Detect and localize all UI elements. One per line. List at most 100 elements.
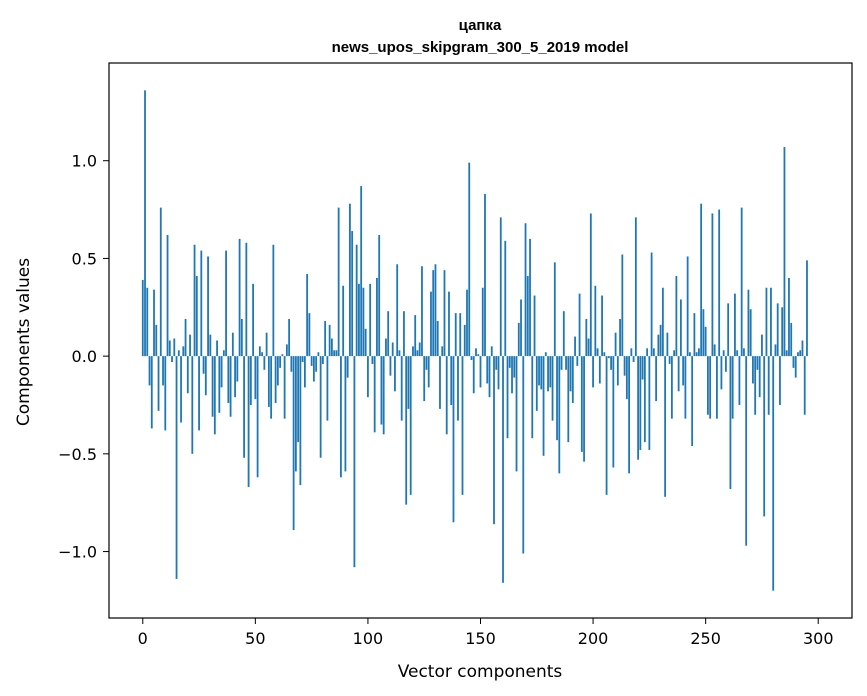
bar-component-212 bbox=[619, 319, 621, 357]
bar-component-214 bbox=[623, 356, 626, 376]
bar-component-96 bbox=[358, 283, 360, 357]
bar-component-169 bbox=[522, 356, 525, 554]
bar-component-94 bbox=[353, 356, 356, 568]
bar-component-62 bbox=[281, 354, 284, 357]
bar-component-286 bbox=[785, 350, 788, 357]
bar-component-197 bbox=[585, 319, 588, 357]
bar-component-227 bbox=[652, 348, 655, 357]
bar-component-270 bbox=[749, 309, 752, 357]
bar-component-218 bbox=[632, 356, 635, 362]
bar-component-241 bbox=[684, 356, 687, 419]
bar-component-191 bbox=[571, 356, 574, 404]
bar-component-162 bbox=[506, 356, 509, 439]
bar-component-251 bbox=[707, 356, 709, 415]
bar-component-79 bbox=[319, 356, 322, 458]
bar-component-166 bbox=[515, 356, 518, 472]
bar-component-274 bbox=[758, 356, 761, 398]
bar-component-60 bbox=[276, 356, 279, 386]
bar-component-198 bbox=[587, 338, 590, 357]
bar-component-17 bbox=[180, 356, 182, 423]
bar-component-13 bbox=[171, 356, 173, 362]
bar-component-136 bbox=[448, 291, 450, 357]
bar-component-75 bbox=[310, 356, 313, 366]
bar-component-67 bbox=[292, 356, 295, 531]
bar-component-131 bbox=[436, 320, 439, 357]
bar-component-64 bbox=[285, 344, 288, 357]
bar-component-273 bbox=[756, 356, 759, 370]
bar-component-112 bbox=[394, 356, 396, 392]
bar-component-3 bbox=[148, 356, 151, 386]
bar-component-138 bbox=[452, 356, 455, 523]
bar-component-29 bbox=[207, 256, 209, 357]
bar-component-249 bbox=[702, 309, 705, 357]
bar-component-186 bbox=[560, 356, 563, 370]
bar-component-24 bbox=[195, 276, 198, 357]
bar-component-151 bbox=[481, 287, 484, 357]
x-tick-label: 0 bbox=[138, 629, 148, 648]
bar-component-39 bbox=[229, 356, 232, 417]
bar-component-38 bbox=[227, 356, 230, 404]
bar-component-206 bbox=[605, 356, 608, 495]
bar-component-280 bbox=[772, 356, 775, 591]
bar-component-271 bbox=[752, 356, 754, 384]
bar-component-48 bbox=[249, 356, 252, 405]
bar-component-40 bbox=[231, 332, 234, 357]
x-tick-label: 250 bbox=[690, 629, 721, 648]
bar-component-263 bbox=[734, 293, 736, 357]
bar-component-53 bbox=[261, 352, 263, 357]
bar-component-216 bbox=[628, 356, 630, 474]
chart-subtitle: news_upos_skipgram_300_5_2019 model bbox=[332, 39, 629, 56]
bar-component-118 bbox=[407, 356, 410, 409]
bar-component-211 bbox=[616, 356, 619, 386]
bar-component-101 bbox=[369, 283, 372, 357]
bar-component-12 bbox=[168, 340, 171, 357]
chart-title: цапка bbox=[459, 17, 502, 34]
bar-component-276 bbox=[763, 356, 766, 517]
bar-component-173 bbox=[531, 356, 534, 439]
bar-component-260 bbox=[727, 303, 730, 357]
bar-component-222 bbox=[641, 356, 644, 380]
bar-component-232 bbox=[664, 356, 667, 497]
bar-component-147 bbox=[472, 356, 475, 394]
bar-component-86 bbox=[335, 350, 338, 357]
bar-component-284 bbox=[781, 307, 784, 357]
bar-component-6 bbox=[155, 324, 158, 357]
bar-component-181 bbox=[549, 356, 552, 388]
x-tick-label: 50 bbox=[245, 629, 265, 648]
bar-component-56 bbox=[267, 356, 270, 407]
bar-component-26 bbox=[200, 250, 203, 357]
bar-component-168 bbox=[520, 299, 522, 357]
bar-component-9 bbox=[162, 356, 164, 386]
bar-component-5 bbox=[153, 289, 155, 357]
bar-component-257 bbox=[720, 356, 723, 390]
bar-component-126 bbox=[425, 356, 428, 370]
bar-component-171 bbox=[526, 276, 529, 357]
bar-component-292 bbox=[799, 350, 802, 357]
bar-component-51 bbox=[256, 356, 259, 478]
bar-component-248 bbox=[700, 203, 703, 357]
bar-component-289 bbox=[792, 356, 795, 368]
bar-component-22 bbox=[191, 356, 194, 454]
bar-component-2 bbox=[146, 287, 149, 357]
bar-component-190 bbox=[569, 356, 572, 392]
bar-component-32 bbox=[213, 356, 216, 435]
bar-component-27 bbox=[202, 356, 205, 374]
bar-component-187 bbox=[562, 311, 565, 357]
bar-component-269 bbox=[747, 289, 750, 357]
bar-component-43 bbox=[238, 238, 241, 357]
bar-component-111 bbox=[391, 342, 394, 357]
bar-component-235 bbox=[670, 356, 673, 419]
bar-component-293 bbox=[801, 340, 804, 357]
bar-component-213 bbox=[621, 254, 624, 357]
bar-component-74 bbox=[308, 313, 311, 357]
bar-component-89 bbox=[342, 285, 345, 357]
bar-component-157 bbox=[495, 356, 498, 370]
bar-component-135 bbox=[445, 356, 448, 435]
bar-component-44 bbox=[240, 319, 243, 357]
bar-component-152 bbox=[484, 193, 486, 357]
bar-component-95 bbox=[355, 244, 358, 357]
bar-component-145 bbox=[468, 162, 471, 357]
bar-component-143 bbox=[463, 324, 466, 357]
bar-component-129 bbox=[432, 270, 435, 357]
bar-component-238 bbox=[677, 356, 680, 392]
